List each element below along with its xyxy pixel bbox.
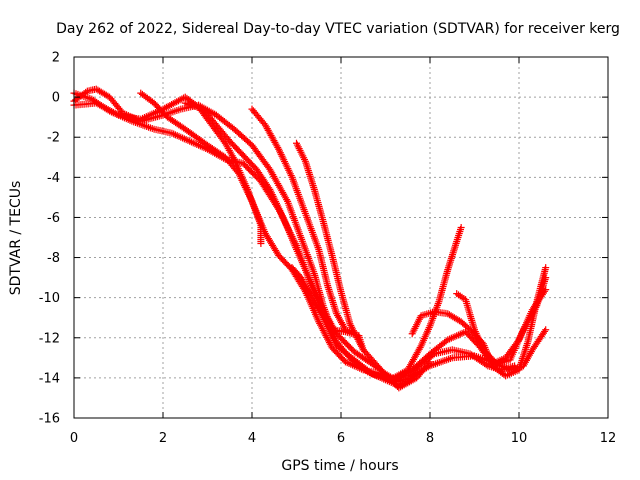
data-point	[542, 274, 550, 282]
x-tick-label: 2	[159, 431, 167, 446]
series-track-5	[181, 99, 519, 386]
series-track-7	[293, 139, 434, 392]
y-tick-label: -12	[39, 331, 60, 346]
x-axis-label: GPS time / hours	[281, 458, 398, 474]
data-point	[113, 110, 121, 118]
data-point	[541, 327, 549, 335]
data-point	[542, 264, 550, 272]
data-series	[70, 85, 550, 392]
y-tick-label: 0	[52, 91, 60, 106]
data-point	[457, 223, 465, 231]
x-tick-label: 10	[511, 431, 528, 446]
x-tick-label: 0	[70, 431, 78, 446]
x-tick-label: 4	[248, 431, 256, 446]
y-tick-label: -16	[39, 412, 60, 427]
series-track-4	[70, 93, 265, 248]
y-axis-label: SDTVAR / TECUs	[8, 181, 24, 296]
x-tick-label: 6	[337, 431, 345, 446]
data-point	[426, 358, 434, 366]
data-point	[542, 326, 550, 334]
series-track-8	[288, 223, 465, 384]
y-tick-label: -8	[47, 251, 60, 266]
y-tick-label: -2	[47, 131, 60, 146]
y-tick-label: -6	[47, 211, 60, 226]
x-tick-label: 8	[426, 431, 434, 446]
y-tick-label: -14	[39, 371, 60, 386]
data-point	[429, 351, 437, 359]
data-point	[425, 359, 433, 367]
axis-ticks: 0 2 4 6 8 10 12 2 0 -2 -4 -6 -8 -10 -12 -14 -16	[39, 51, 617, 447]
y-tick-label: -4	[47, 171, 60, 186]
y-tick-label: -10	[39, 291, 60, 306]
series-track-10	[453, 274, 550, 368]
data-point	[416, 344, 424, 352]
data-point	[257, 240, 265, 248]
data-point	[482, 361, 490, 369]
chart-title: Day 262 of 2022, Sidereal Day-to-day VTE…	[56, 21, 620, 37]
x-tick-label: 12	[600, 431, 617, 446]
y-tick-label: 2	[52, 51, 60, 66]
data-point	[532, 303, 540, 311]
series-track-6	[248, 105, 363, 340]
data-point	[367, 369, 375, 377]
